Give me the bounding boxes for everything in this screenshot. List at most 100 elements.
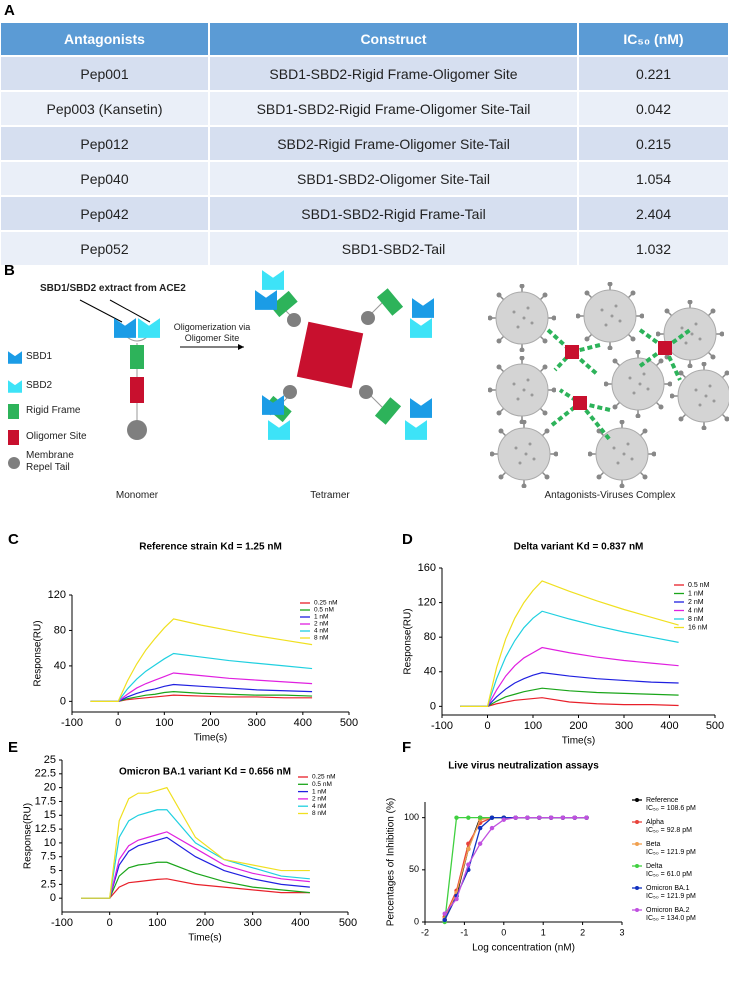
table-cell: 0.215: [578, 126, 729, 161]
y-tick-label: 160: [418, 562, 436, 574]
legend-label: 8 nM: [312, 810, 326, 817]
table-cell: Pep003 (Kansetin): [0, 91, 209, 126]
y-tick-label: 80: [424, 631, 436, 643]
series-line: [460, 580, 679, 707]
y-tick-label: 15: [44, 809, 56, 821]
panel-label: A: [4, 2, 15, 19]
x-tick-label: -100: [61, 717, 83, 729]
legend-ic50: IC₅₀ = 121.9 pM: [646, 893, 696, 900]
legend-label: 0.25 nM: [312, 774, 336, 781]
data-point: [489, 815, 495, 820]
y-axis-label: Response(RU): [33, 620, 44, 686]
arrow-label: Oligomerization via Oligomer Site: [173, 322, 251, 343]
table-cell: 1.032: [578, 231, 729, 266]
legend-marker: [635, 908, 639, 912]
legend-label: 2 nM: [312, 796, 326, 803]
legend-label: 0.5 nM: [688, 582, 710, 589]
y-tick-label: 50: [409, 864, 419, 874]
legend-label: Delta: [646, 863, 662, 870]
series-line: [90, 672, 313, 702]
legend-label: 8 nM: [688, 616, 704, 623]
series-line: [460, 672, 679, 707]
series-line: [460, 687, 679, 707]
x-axis-label: Log concentration (nM): [472, 943, 575, 954]
table-row: Pep001 SBD1-SBD2-Rigid Frame-Oligomer Sit…: [0, 56, 729, 91]
legend-label: Omicron BA.1: [646, 885, 690, 892]
legend-ic50: IC₅₀ = 108.6 pM: [646, 805, 696, 812]
x-tick-label: -100: [51, 917, 73, 929]
data-point: [477, 825, 483, 831]
y-tick-label: 80: [54, 624, 66, 636]
y-tick-label: 5: [50, 864, 56, 876]
legend-label: Rigid Frame: [26, 405, 81, 416]
x-tick-label: -100: [431, 720, 453, 732]
data-point: [548, 815, 554, 820]
y-tick-label: 100: [404, 812, 419, 822]
y-tick-label: 12.5: [35, 823, 56, 835]
data-point: [466, 846, 471, 852]
table-cell: SBD1-SBD2-Rigid Frame-Oligomer Site-Tail: [209, 91, 578, 126]
panel-label: F: [402, 739, 411, 756]
y-tick-label: 2.5: [41, 878, 56, 890]
series-line: [90, 683, 313, 702]
column-header: IC₅₀ (nM): [578, 22, 729, 56]
series-line: [460, 697, 679, 707]
legend-marker: [635, 886, 639, 890]
x-tick-label: 500: [340, 717, 358, 729]
legend-label: 0.25 nM: [314, 600, 338, 607]
legend-label: Reference: [646, 797, 678, 804]
x-tick-label: 300: [615, 720, 633, 732]
table-cell: Pep052: [0, 231, 209, 266]
data-point: [442, 917, 447, 923]
data-point: [501, 817, 506, 822]
series-line: [81, 809, 310, 899]
x-tick-label: -1: [460, 927, 468, 937]
x-tick-label: 200: [201, 717, 219, 729]
x-tick-label: -2: [421, 927, 429, 937]
legend-label: 0.5 nM: [314, 607, 334, 614]
legend-marker: [635, 798, 639, 802]
table-cell: 1.054: [578, 161, 729, 196]
table-cell: Pep012: [0, 126, 209, 161]
x-tick-label: 1: [541, 927, 546, 937]
table-cell: 0.042: [578, 91, 729, 126]
caption: Monomer: [115, 490, 159, 501]
legend-marker: [635, 820, 639, 824]
legend-label: 4 nM: [314, 628, 328, 635]
x-tick-label: 0: [484, 720, 490, 732]
data-point: [477, 841, 483, 846]
legend-marker: [635, 864, 639, 868]
arrow-head: [238, 344, 244, 350]
y-axis-label: Response(RU): [23, 803, 34, 869]
legend-label: 4 nM: [688, 607, 704, 614]
legend-ic50: IC₅₀ = 61.0 pM: [646, 871, 692, 878]
data-point: [454, 815, 459, 820]
data-point: [489, 825, 495, 831]
x-tick-label: 0: [501, 927, 506, 937]
x-tick-label: 100: [524, 720, 542, 732]
table-cell: SBD1-SBD2-Oligomer Site-Tail: [209, 161, 578, 196]
data-point: [442, 911, 447, 916]
panel-label: D: [402, 531, 413, 548]
x-tick-label: 100: [148, 917, 166, 929]
series-line: [81, 861, 310, 899]
legend-label: 1 nM: [314, 614, 328, 621]
x-tick-label: 200: [569, 720, 587, 732]
series-line: [90, 618, 313, 702]
x-tick-label: 400: [291, 917, 309, 929]
legend-label: Omicron BA.2: [646, 907, 690, 914]
series-line: [81, 836, 310, 899]
table-cell: SBD1-SBD2-Rigid Frame-Tail: [209, 196, 578, 231]
legend-label: 2 nM: [688, 599, 704, 606]
table-cell: Pep040: [0, 161, 209, 196]
table-cell: 2.404: [578, 196, 729, 231]
legend-label: Membrane Repel Tail: [26, 450, 74, 473]
legend-label: 1 nM: [312, 788, 326, 795]
y-tick-label: 0: [430, 700, 436, 712]
panel-label: C: [8, 531, 19, 548]
table-row: Pep012 SBD2-Rigid Frame-Oligomer Site-Tai…: [0, 126, 729, 161]
series-line: [460, 646, 679, 707]
series-line: [81, 831, 310, 899]
antagonist-table: Antagonists Construct IC₅₀ (nM) Pep001 SB…: [0, 22, 729, 266]
